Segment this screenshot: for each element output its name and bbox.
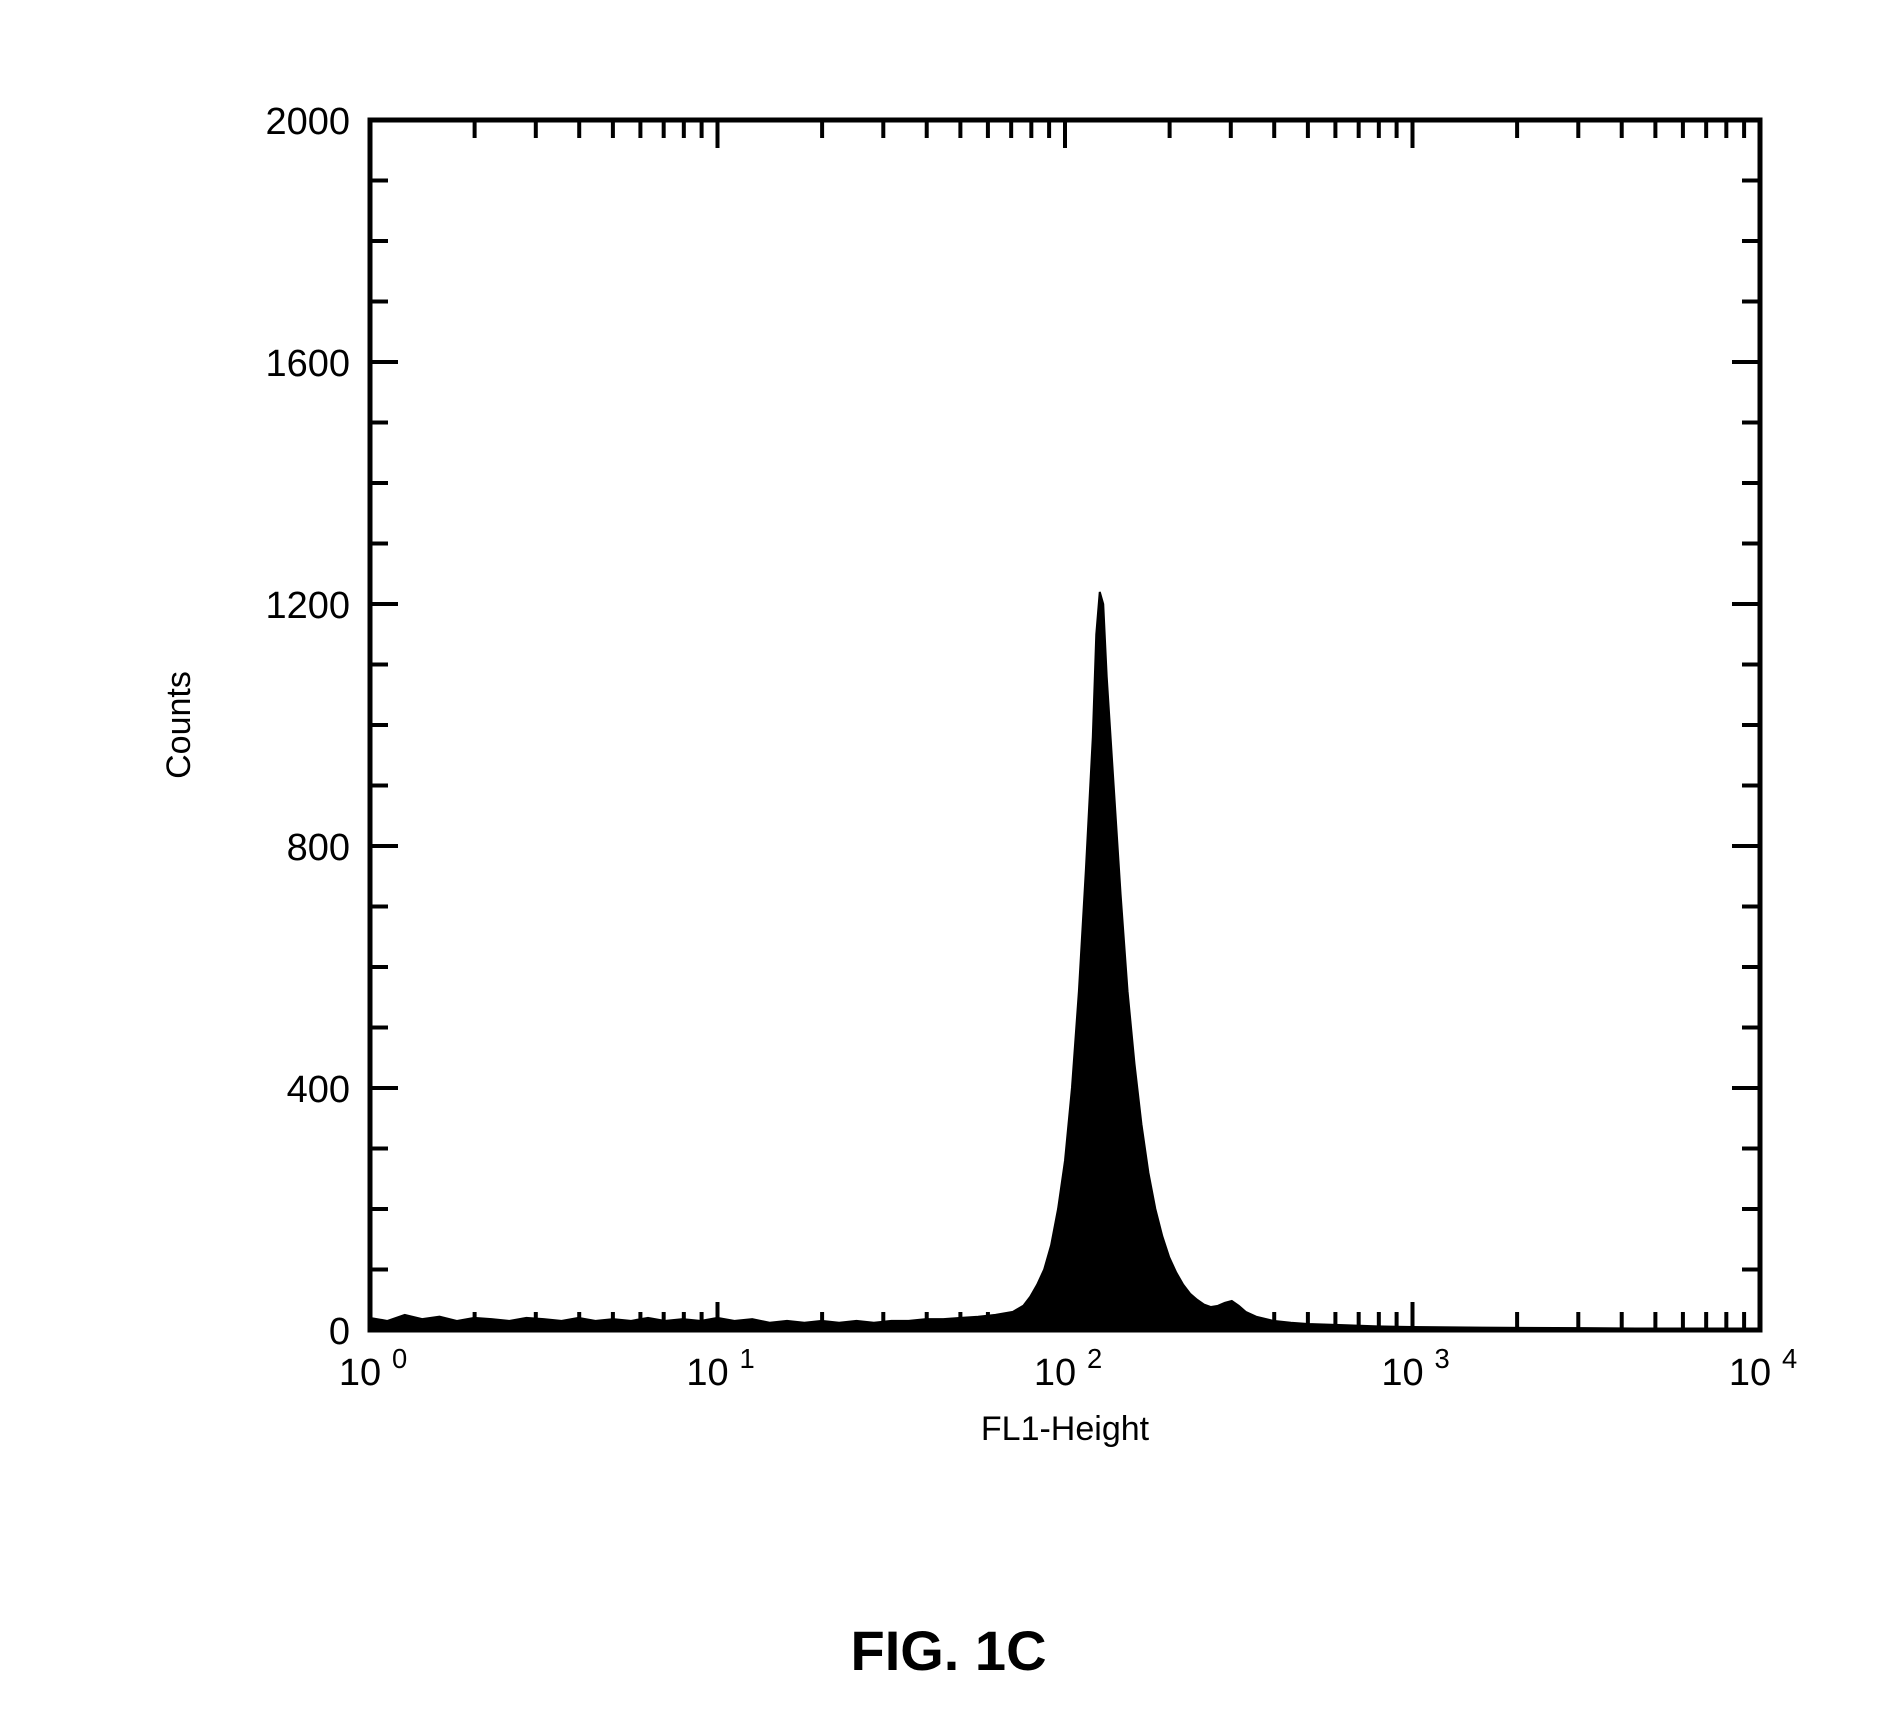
svg-text:400: 400 bbox=[287, 1069, 350, 1111]
svg-text:Counts: Counts bbox=[160, 671, 198, 779]
svg-text:10: 10 bbox=[686, 1352, 728, 1394]
histogram-chart: 0400800120016002000100101102103104Counts… bbox=[100, 60, 1800, 1490]
svg-text:0: 0 bbox=[329, 1311, 350, 1353]
svg-text:10: 10 bbox=[1381, 1352, 1423, 1394]
svg-text:10: 10 bbox=[1729, 1352, 1771, 1394]
svg-text:2: 2 bbox=[1087, 1343, 1102, 1374]
svg-text:1600: 1600 bbox=[265, 343, 350, 385]
figure-label: FIG. 1C bbox=[0, 1618, 1897, 1683]
svg-text:FL1-Height: FL1-Height bbox=[981, 1410, 1150, 1448]
svg-text:2000: 2000 bbox=[265, 101, 350, 143]
svg-text:3: 3 bbox=[1435, 1343, 1450, 1374]
svg-text:10: 10 bbox=[339, 1352, 381, 1394]
svg-text:0: 0 bbox=[392, 1343, 407, 1374]
svg-text:1200: 1200 bbox=[265, 585, 350, 627]
svg-text:4: 4 bbox=[1782, 1343, 1797, 1374]
svg-text:1: 1 bbox=[740, 1343, 755, 1374]
svg-text:800: 800 bbox=[287, 827, 350, 869]
chart-container: 0400800120016002000100101102103104Counts… bbox=[100, 60, 1800, 1610]
svg-text:10: 10 bbox=[1034, 1352, 1076, 1394]
